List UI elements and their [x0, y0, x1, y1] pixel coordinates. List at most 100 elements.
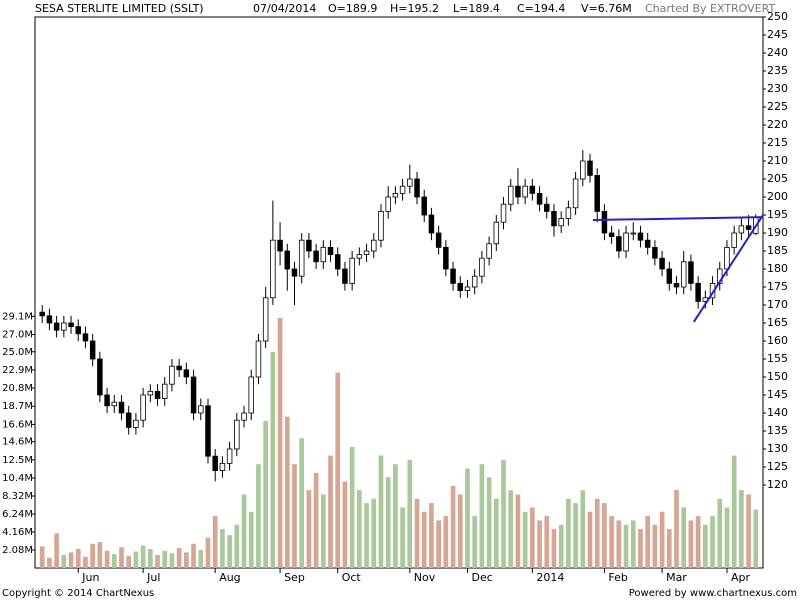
volume-bar — [39, 546, 45, 568]
volume-bar — [558, 524, 564, 568]
volume-bar — [220, 529, 225, 568]
candle-body — [378, 210, 384, 241]
y-tick-label: 240 — [767, 46, 788, 59]
candle-body — [457, 282, 464, 291]
y-tick-label: 230 — [767, 82, 788, 95]
volume-bar — [357, 490, 362, 568]
candle-body — [262, 297, 269, 342]
volume-bar — [342, 481, 348, 568]
volume-bar — [486, 477, 492, 568]
volume-bar — [602, 503, 607, 568]
candle-body — [219, 462, 226, 471]
candle-body — [428, 214, 435, 234]
y-tick-label: 245 — [767, 28, 788, 41]
volume-bar — [349, 446, 355, 568]
header-open: O=189.9 — [328, 2, 377, 15]
x-tick-label: Jun — [81, 571, 99, 584]
candle-body — [349, 257, 355, 284]
candle-body — [82, 333, 89, 342]
y-tick-label: 125 — [767, 460, 788, 473]
candle-body — [356, 254, 363, 259]
candle-body — [291, 268, 298, 277]
y2-tick-label: 22.9M — [2, 365, 33, 376]
volume-bar — [47, 557, 52, 568]
volume-bar — [753, 509, 759, 568]
volume-bar — [717, 498, 723, 568]
y-tick-label: 180 — [767, 262, 788, 275]
volume-bar — [313, 472, 319, 568]
x-tick-label: Mar — [666, 571, 687, 584]
y-tick-label: 190 — [767, 226, 788, 239]
candle-body — [226, 448, 233, 464]
y2-tick-label: 18.7M — [2, 401, 33, 412]
candle-body — [407, 178, 413, 187]
volume-bar — [234, 524, 240, 568]
candle-body — [724, 246, 730, 270]
y-tick-label: 250 — [767, 10, 788, 23]
candle-body — [133, 419, 139, 428]
volume-bar — [681, 507, 687, 568]
candle-body — [443, 246, 449, 270]
candle-body — [644, 239, 651, 248]
candle-body — [623, 232, 629, 252]
candle-body — [464, 286, 471, 291]
volume-bar — [508, 490, 514, 568]
volume-bar — [364, 503, 369, 568]
volume-bar — [530, 507, 535, 568]
y-tick-label: 200 — [767, 190, 788, 203]
volume-bar — [378, 455, 384, 568]
volume-bar — [436, 520, 441, 568]
volume-bar — [594, 498, 600, 568]
y2-tick-label: 8.32M — [2, 491, 33, 502]
x-tick-label: Dec — [471, 571, 492, 584]
y-tick-label: 210 — [767, 154, 788, 167]
volume-bar — [205, 537, 211, 568]
volume-bar — [292, 464, 297, 568]
candle-body — [363, 250, 370, 255]
volume-bar — [724, 507, 730, 568]
candle-body — [241, 412, 247, 421]
candle-body — [680, 261, 687, 288]
plot-area — [34, 16, 764, 569]
candle-body — [320, 246, 327, 263]
volume-bar — [522, 511, 528, 568]
volume-bar — [659, 511, 665, 568]
candle-body — [616, 236, 622, 252]
footer-copyright: Copyright © 2014 ChartNexus — [2, 588, 154, 599]
candle-body — [46, 315, 53, 324]
y-tick-label: 145 — [767, 388, 788, 401]
y-tick-label: 220 — [767, 118, 788, 131]
volume-bar — [212, 516, 218, 568]
volume-bar — [537, 520, 542, 568]
candle-body — [176, 365, 182, 371]
candle-body — [183, 369, 190, 378]
candle-body — [334, 254, 341, 270]
y2-tick-label: 14.6M — [2, 437, 33, 448]
candle-body — [234, 419, 240, 450]
candle-body — [313, 250, 319, 263]
volume-bar — [119, 547, 124, 568]
y2-tick-label: 12.5M — [2, 455, 33, 466]
volume-bar — [414, 498, 420, 568]
candle-body — [652, 246, 658, 259]
candle-body — [248, 376, 254, 414]
candle-body — [104, 394, 110, 407]
volume-bar — [277, 318, 283, 568]
y-tick-label: 225 — [767, 100, 788, 113]
volume-bar — [587, 511, 593, 568]
candle-body — [68, 322, 74, 327]
candle-body — [544, 203, 550, 212]
volume-bar — [270, 351, 276, 568]
candle-body — [594, 174, 600, 212]
header-high: H=195.2 — [390, 2, 439, 15]
volume-bar — [320, 494, 326, 568]
volume-bar — [638, 529, 643, 568]
volume-bar — [248, 511, 254, 568]
candle-body — [551, 210, 557, 227]
candle-body — [529, 185, 536, 194]
candle-body — [421, 196, 427, 216]
candle-body — [306, 239, 312, 252]
y-tick-label: 135 — [767, 424, 788, 437]
candle-body — [688, 261, 694, 284]
